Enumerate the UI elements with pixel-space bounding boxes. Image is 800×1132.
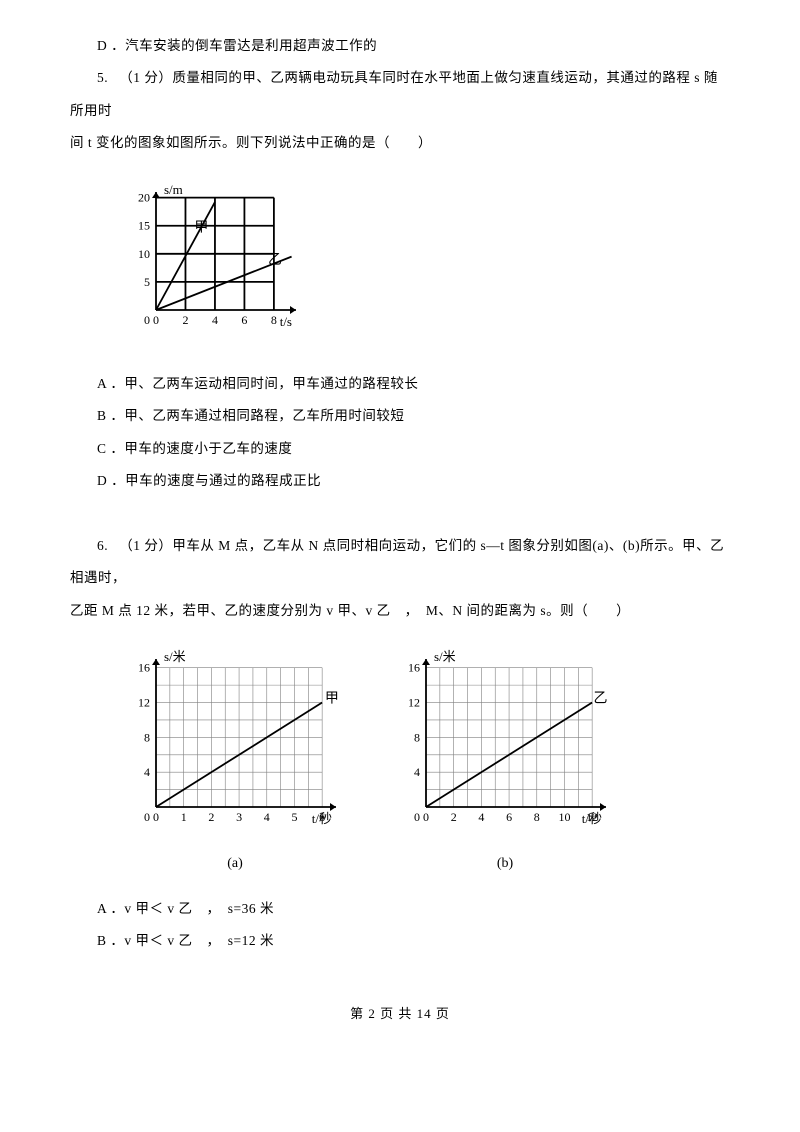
svg-text:8: 8 xyxy=(534,810,540,824)
svg-text:t/秒: t/秒 xyxy=(312,811,332,826)
svg-text:2: 2 xyxy=(182,313,188,327)
svg-text:t/秒: t/秒 xyxy=(582,811,602,826)
svg-text:甲: 甲 xyxy=(194,220,208,235)
svg-text:s/米: s/米 xyxy=(164,649,186,664)
svg-text:0: 0 xyxy=(144,810,150,824)
q5-option-a: A ．甲、乙两车运动相同时间，甲车通过的路程较长 xyxy=(70,368,730,400)
svg-text:s/米: s/米 xyxy=(434,649,456,664)
q5-stem-line2: 间 t 变化的图象如图所示。则下列说法中正确的是（ ） xyxy=(70,127,730,159)
svg-text:甲: 甲 xyxy=(325,692,339,707)
page-footer: 第 2 页 共 14 页 xyxy=(70,998,730,1029)
svg-text:0: 0 xyxy=(423,810,429,824)
svg-text:1: 1 xyxy=(181,810,187,824)
svg-text:6: 6 xyxy=(241,313,247,327)
svg-text:10: 10 xyxy=(138,246,150,260)
q5-stem-line1: 5. （1 分）质量相同的甲、乙两辆电动玩具车同时在水平地面上做匀速直线运动，其… xyxy=(70,62,730,127)
q6-chart-b-svg: 0246810124812160s/米t/秒乙 xyxy=(390,645,620,835)
q6-figures: 01234564812160s/米t/秒甲 (a) 02468101248121… xyxy=(120,645,730,881)
svg-text:乙: 乙 xyxy=(268,251,282,267)
svg-text:2: 2 xyxy=(451,810,457,824)
svg-text:8: 8 xyxy=(271,313,277,327)
svg-text:0: 0 xyxy=(153,313,159,327)
svg-text:6: 6 xyxy=(506,810,512,824)
svg-text:t/s: t/s xyxy=(280,314,292,329)
q5-figure: 0 2 4 6 8 5 10 15 20 0 s/m t/s 甲乙 xyxy=(120,178,730,350)
q5-option-d: D ．甲车的速度与通过的路程成正比 xyxy=(70,465,730,497)
svg-text:4: 4 xyxy=(414,765,420,779)
q6-chart-a-svg: 01234564812160s/米t/秒甲 xyxy=(120,645,350,835)
prev-option-d: D ．汽车安装的倒车雷达是利用超声波工作的 xyxy=(70,30,730,62)
q6-figure-b: 0246810124812160s/米t/秒乙 (b) xyxy=(390,645,620,881)
svg-text:10: 10 xyxy=(558,810,570,824)
q6-option-b: B ．v 甲＜ v 乙 ， s=12 米 xyxy=(70,925,730,957)
svg-text:8: 8 xyxy=(144,730,150,744)
q6-stem-line2: 乙距 M 点 12 米，若甲、乙的速度分别为 v 甲、v 乙 ， M、N 间的距… xyxy=(70,595,730,627)
svg-text:5: 5 xyxy=(291,810,297,824)
svg-text:0: 0 xyxy=(153,810,159,824)
q5-option-c: C ．甲车的速度小于乙车的速度 xyxy=(70,433,730,465)
q5-option-b: B ．甲、乙两车通过相同路程，乙车所用时间较短 xyxy=(70,400,730,432)
svg-text:4: 4 xyxy=(264,810,270,824)
svg-text:0: 0 xyxy=(414,810,420,824)
svg-text:乙: 乙 xyxy=(594,691,608,707)
q6-option-a: A ．v 甲＜ v 乙 ， s=36 米 xyxy=(70,893,730,925)
svg-text:4: 4 xyxy=(478,810,484,824)
svg-text:20: 20 xyxy=(138,190,150,204)
q6-sub-a: (a) xyxy=(120,847,350,881)
q6-stem-line1: 6. （1 分）甲车从 M 点，乙车从 N 点同时相向运动，它们的 s—t 图象… xyxy=(70,530,730,595)
svg-text:2: 2 xyxy=(208,810,214,824)
svg-text:16: 16 xyxy=(138,661,150,675)
svg-text:16: 16 xyxy=(408,661,420,675)
svg-text:3: 3 xyxy=(236,810,242,824)
q6-sub-b: (b) xyxy=(390,847,620,881)
svg-text:s/m: s/m xyxy=(164,182,183,197)
q6-figure-a: 01234564812160s/米t/秒甲 (a) xyxy=(120,645,350,881)
svg-text:12: 12 xyxy=(408,696,420,710)
svg-text:4: 4 xyxy=(144,765,150,779)
page: D ．汽车安装的倒车雷达是利用超声波工作的 5. （1 分）质量相同的甲、乙两辆… xyxy=(0,0,800,1049)
svg-text:5: 5 xyxy=(144,274,150,288)
svg-text:0: 0 xyxy=(144,313,150,327)
q5-chart-svg: 0 2 4 6 8 5 10 15 20 0 s/m t/s 甲乙 xyxy=(120,178,310,338)
svg-text:12: 12 xyxy=(138,696,150,710)
svg-text:4: 4 xyxy=(212,313,218,327)
svg-text:15: 15 xyxy=(138,218,150,232)
svg-text:8: 8 xyxy=(414,730,420,744)
